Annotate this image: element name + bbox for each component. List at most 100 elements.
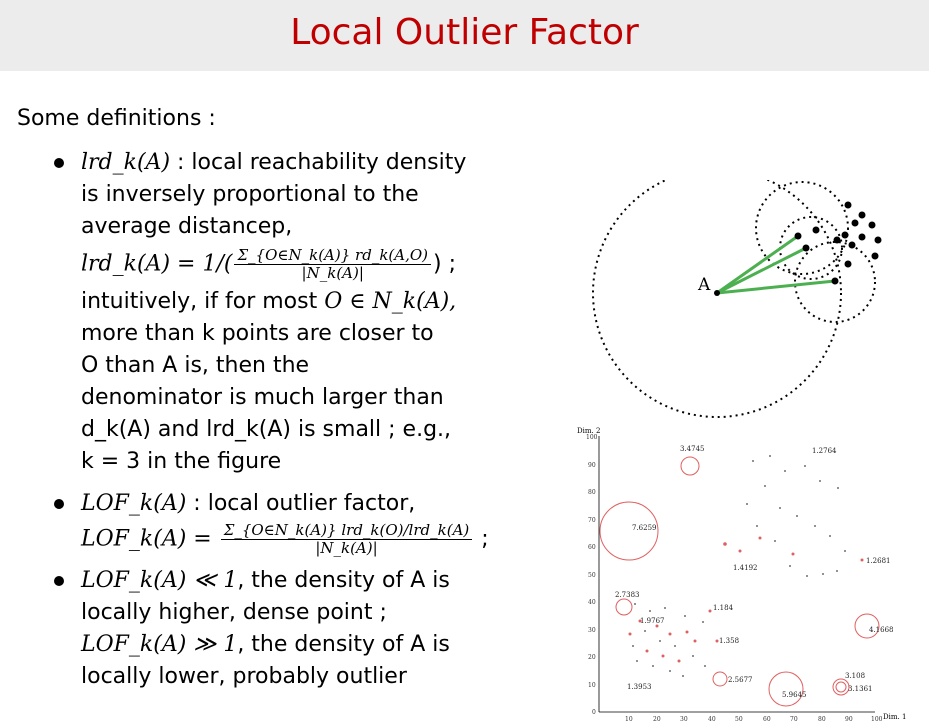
- lof-label: 1.9767: [640, 617, 665, 625]
- x-tick: 80: [818, 716, 826, 723]
- lrd-line-denom: denominator is much larger than: [81, 385, 444, 410]
- lrd-line: lrd_k(A) : local reachability density is…: [81, 147, 490, 243]
- intuition-lead: intuitively, if for most: [81, 289, 318, 314]
- cluster-point: [848, 241, 856, 249]
- scatter-point: [664, 607, 666, 609]
- x-tick: 70: [790, 716, 798, 723]
- interp-text-1: , the density of A is: [237, 568, 450, 593]
- lof-label: 4.1668: [869, 626, 894, 634]
- cluster-point: [794, 232, 802, 240]
- cluster-point: [874, 236, 882, 244]
- green-link-3: [716, 279, 836, 295]
- lof-circle: [854, 613, 880, 639]
- lof-label: 3.1361: [848, 685, 873, 693]
- scatter-point: [674, 645, 676, 647]
- interp-line-4: locally lower, probably outlier: [81, 664, 407, 689]
- cluster-point: [851, 219, 859, 227]
- scatter-point-red: [668, 632, 672, 636]
- scatter-point: [806, 575, 808, 577]
- point-a-label: A: [697, 275, 711, 295]
- interp-math-3: LOF_k(A) ≫ 1: [81, 632, 238, 657]
- x-ticks: 10 20 30 40 50 60 70 80 90 100: [625, 716, 883, 723]
- scatter-point: [669, 670, 671, 672]
- scatter-points-red: [628, 536, 864, 663]
- scatter-point: [819, 480, 821, 482]
- lrd-term: lrd_k(A): [81, 150, 171, 175]
- lof-label: 7.6259: [632, 524, 657, 532]
- slide-title: Local Outlier Factor: [290, 12, 639, 53]
- lof-circles: [599, 456, 880, 707]
- lof-label: 3.4745: [680, 445, 705, 453]
- lrd-line-dk: d_k(A) and lrd_k(A) is small ; e.g.,: [81, 417, 452, 442]
- interp-line-3: LOF_k(A) ≫ 1, the density of A is: [81, 629, 490, 661]
- scatter-point-red: [685, 630, 689, 634]
- scatter-point-red: [677, 659, 681, 663]
- x-tick: 40: [708, 716, 716, 723]
- lof-scatter-plot: Dim. 2 Dim. 1 100 90 80 70 60 50 40 30 2…: [577, 427, 906, 723]
- lrd-formula-left: lrd_k(A) = 1/(: [81, 251, 233, 277]
- scatter-point: [649, 610, 651, 612]
- axes: [598, 436, 875, 713]
- lof-label: 1.358: [719, 637, 739, 645]
- cluster-point: [871, 252, 879, 260]
- scatter-point: [837, 487, 839, 489]
- scatter-point: [746, 503, 748, 505]
- scatter-point: [704, 665, 706, 667]
- scatter-point: [822, 573, 824, 575]
- lrd-fraction-num: Σ_{O∈N_k(A)} rd_k(A,O): [234, 247, 432, 265]
- scatter-point: [774, 540, 776, 542]
- scatter-point-red: [758, 536, 762, 540]
- lof-label: 1.4192: [733, 564, 758, 572]
- scatter-point: [684, 615, 686, 617]
- scatter-point: [796, 515, 798, 517]
- green-link-1: [716, 234, 799, 295]
- cluster-point: [868, 221, 876, 229]
- scatter-point-red: [715, 639, 719, 643]
- y-tick: 40: [588, 599, 596, 606]
- interp-math-1: LOF_k(A) ≪ 1: [81, 568, 238, 593]
- y-tick: 90: [588, 462, 596, 469]
- cluster-point: [812, 226, 820, 234]
- outer-circle: [592, 180, 842, 418]
- lof-fraction: Σ_{O∈N_k(A)} lrd_k(O)/lrd_k(A) |N_k(A)|: [220, 522, 473, 557]
- scatter-point: [779, 507, 781, 509]
- scatter-point: [756, 525, 758, 527]
- bullet-lof: LOF_k(A) : local outlier factor, LOF_k(A…: [50, 488, 490, 557]
- y-tick: 100: [586, 434, 598, 441]
- interp-text-3: , the density of A is: [237, 632, 450, 657]
- lof-formula-left: LOF_k(A) =: [81, 526, 212, 552]
- intuition-math: O ∈ N_k(A),: [324, 289, 457, 314]
- scatter-point: [836, 570, 838, 572]
- x-axis-title: Dim. 1: [883, 713, 906, 721]
- scatter-point: [634, 603, 636, 605]
- lof-label: 5.9645: [782, 691, 807, 699]
- neighbor-circle-1: [755, 181, 849, 275]
- bullet-interpretation: LOF_k(A) ≪ 1, the density of A is locall…: [50, 565, 490, 693]
- scatter-point: [659, 640, 661, 642]
- scatter-points: [632, 455, 846, 677]
- y-tick: 10: [588, 682, 596, 689]
- scatter-point-red: [638, 619, 642, 623]
- lrd-fraction-den: |N_k(A)|: [301, 264, 364, 282]
- lof-formula-right: ;: [481, 526, 489, 552]
- scatter-point: [814, 525, 816, 527]
- lof-diagram: A: [592, 180, 882, 418]
- scatter-point: [682, 675, 684, 677]
- interp-line-2: locally higher, dense point ;: [81, 600, 387, 625]
- scatter-point-red: [645, 649, 649, 653]
- scatter-point: [644, 630, 646, 632]
- y-tick: 0: [592, 709, 596, 716]
- x-tick: 10: [625, 716, 633, 723]
- scatter-point: [784, 470, 786, 472]
- title-bar: Local Outlier Factor: [0, 0, 929, 71]
- y-tick: 70: [588, 517, 596, 524]
- cluster-point: [841, 231, 849, 239]
- neighbor-circle-3: [794, 241, 876, 323]
- y-tick: 20: [588, 654, 596, 661]
- scatter-point: [844, 550, 846, 552]
- x-tick: 60: [763, 716, 771, 723]
- lof-value-labels: 3.4745 1.2764 7.6259 1.4192 1.2681 2.738…: [615, 445, 894, 699]
- lrd-formula-right: ) ;: [433, 251, 457, 277]
- lrd-desc: : local reachability density is inversel…: [81, 150, 467, 239]
- lof-circle: [615, 598, 633, 616]
